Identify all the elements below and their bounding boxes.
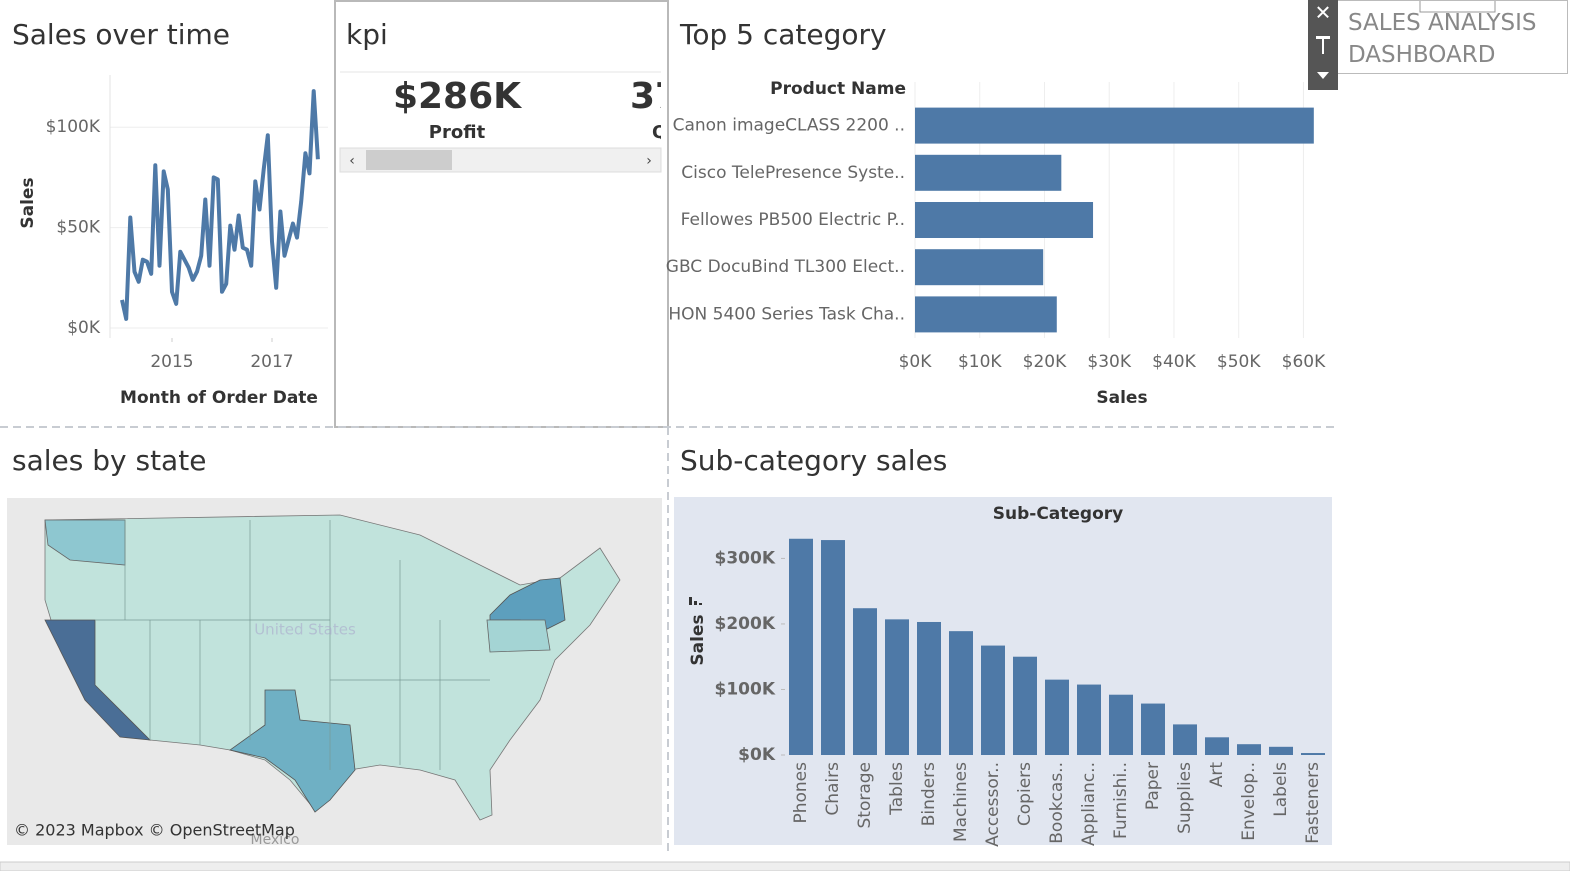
y-tick-label: $200K — [715, 614, 776, 634]
x-tick-label: $40K — [1152, 352, 1196, 372]
y-axis-label: Sales — [688, 614, 708, 665]
x-tick-label: Machines — [951, 762, 971, 842]
y-tick-label: $100K — [46, 117, 101, 137]
panel-title: kpi — [346, 18, 388, 51]
sort-icon[interactable] — [689, 597, 692, 605]
bar — [917, 621, 941, 755]
bar — [1173, 724, 1197, 755]
map-state — [44, 619, 152, 741]
bar — [915, 296, 1057, 333]
y-tick-label: $50K — [56, 218, 100, 238]
scroll-right[interactable]: › — [646, 153, 652, 169]
x-tick-label: Art — [1207, 762, 1227, 788]
x-tick-label: Bookcas.. — [1047, 762, 1067, 844]
panel-title: Sub-category sales — [680, 444, 947, 477]
bar — [853, 608, 877, 755]
line — [120, 89, 320, 321]
map-state — [486, 619, 551, 653]
x-tick-label: $60K — [1282, 352, 1326, 372]
bar — [915, 154, 1062, 191]
x-axis-label: Sales — [1096, 388, 1147, 408]
bar — [1077, 684, 1101, 755]
bar — [949, 631, 973, 755]
bar — [1141, 703, 1165, 755]
x-tick-label: Paper — [1143, 762, 1163, 810]
x-axis-label: Month of Order Date — [120, 388, 318, 408]
kpi-frame — [334, 0, 669, 428]
x-tick-label: $30K — [1087, 352, 1131, 372]
scroll-left[interactable]: ‹ — [349, 153, 355, 169]
tab-bar — [0, 861, 1570, 872]
kpi-label: Profit — [429, 122, 486, 143]
y-tick-label: $300K — [715, 548, 776, 568]
sort-icon — [699, 603, 702, 605]
bar — [981, 645, 1005, 755]
x-tick-label: Tables — [887, 762, 907, 816]
x-tick-label: Supplies — [1175, 762, 1195, 834]
category-header: Sub-Category — [993, 504, 1124, 524]
map-state — [229, 689, 356, 813]
bar — [915, 107, 1314, 144]
category-label: GBC DocuBind TL300 Elect.. — [666, 257, 905, 277]
map-label: Mexico — [251, 832, 300, 848]
bar — [915, 202, 1094, 238]
sort-icon — [694, 601, 697, 605]
map-label: United States — [254, 621, 356, 639]
close-icon[interactable]: ✕ — [1315, 1, 1332, 25]
bar — [915, 249, 1044, 286]
x-tick-label: $10K — [958, 352, 1002, 372]
x-tick-label: Binders — [919, 762, 939, 826]
x-tick-label: Phones — [791, 762, 811, 824]
bar — [1301, 753, 1325, 755]
x-tick-label: Furnishi.. — [1111, 762, 1131, 839]
panel-title: Top 5 category — [679, 18, 887, 51]
category-label: Canon imageCLASS 2200 .. — [673, 116, 905, 136]
x-tick-label: Applianc.. — [1079, 762, 1099, 846]
bar — [1205, 737, 1229, 755]
x-tick-label: 2017 — [250, 352, 293, 372]
bar — [821, 540, 845, 755]
panel-title: Sales over time — [12, 18, 230, 51]
x-tick-label: Accessor.. — [983, 762, 1003, 847]
bar — [1045, 679, 1069, 755]
menu-icon[interactable] — [1317, 72, 1329, 79]
pin-icon[interactable] — [1316, 36, 1330, 39]
category-label: HON 5400 Series Task Cha.. — [668, 304, 905, 324]
bar — [1013, 656, 1037, 755]
scroll-thumb[interactable] — [366, 150, 452, 170]
x-tick-label: Copiers — [1015, 762, 1035, 826]
y-axis-label: Sales — [18, 177, 38, 228]
x-tick-label: $50K — [1217, 352, 1261, 372]
x-tick-label: $20K — [1023, 352, 1067, 372]
map-attribution: © 2023 Mapbox © OpenStreetMap — [14, 821, 295, 840]
bar — [1109, 694, 1133, 755]
bar — [789, 538, 813, 755]
y-tick-label: $100K — [715, 679, 776, 699]
kpi-value: 37 — [630, 76, 680, 117]
category-label: Fellowes PB500 Electric P.. — [681, 210, 905, 230]
kpi-value: $286K — [393, 76, 522, 117]
bar — [1237, 744, 1261, 755]
map-state — [44, 519, 126, 566]
x-tick-label: 2015 — [150, 352, 193, 372]
grip — [1419, 0, 1496, 13]
panel-title: sales by state — [12, 444, 206, 477]
x-tick-label: Labels — [1271, 762, 1291, 817]
x-tick-label: Envelop.. — [1239, 762, 1259, 841]
x-tick-label: Chairs — [823, 762, 843, 816]
category-header: Product Name — [770, 79, 906, 99]
x-tick-label: Fasteners — [1303, 762, 1323, 844]
category-label: Cisco TelePresence Syste.. — [681, 163, 905, 183]
bar — [885, 619, 909, 755]
bar — [1269, 746, 1293, 755]
y-tick-label: $0K — [738, 745, 776, 765]
kpi-label: Q — [652, 122, 667, 143]
x-tick-label: Storage — [855, 762, 875, 829]
dashboard-title: SALES ANALYSIS DASHBOARD — [1338, 0, 1568, 74]
map-borders — [95, 520, 490, 770]
y-tick-label: $0K — [67, 318, 101, 338]
x-tick-label: $0K — [899, 352, 933, 372]
